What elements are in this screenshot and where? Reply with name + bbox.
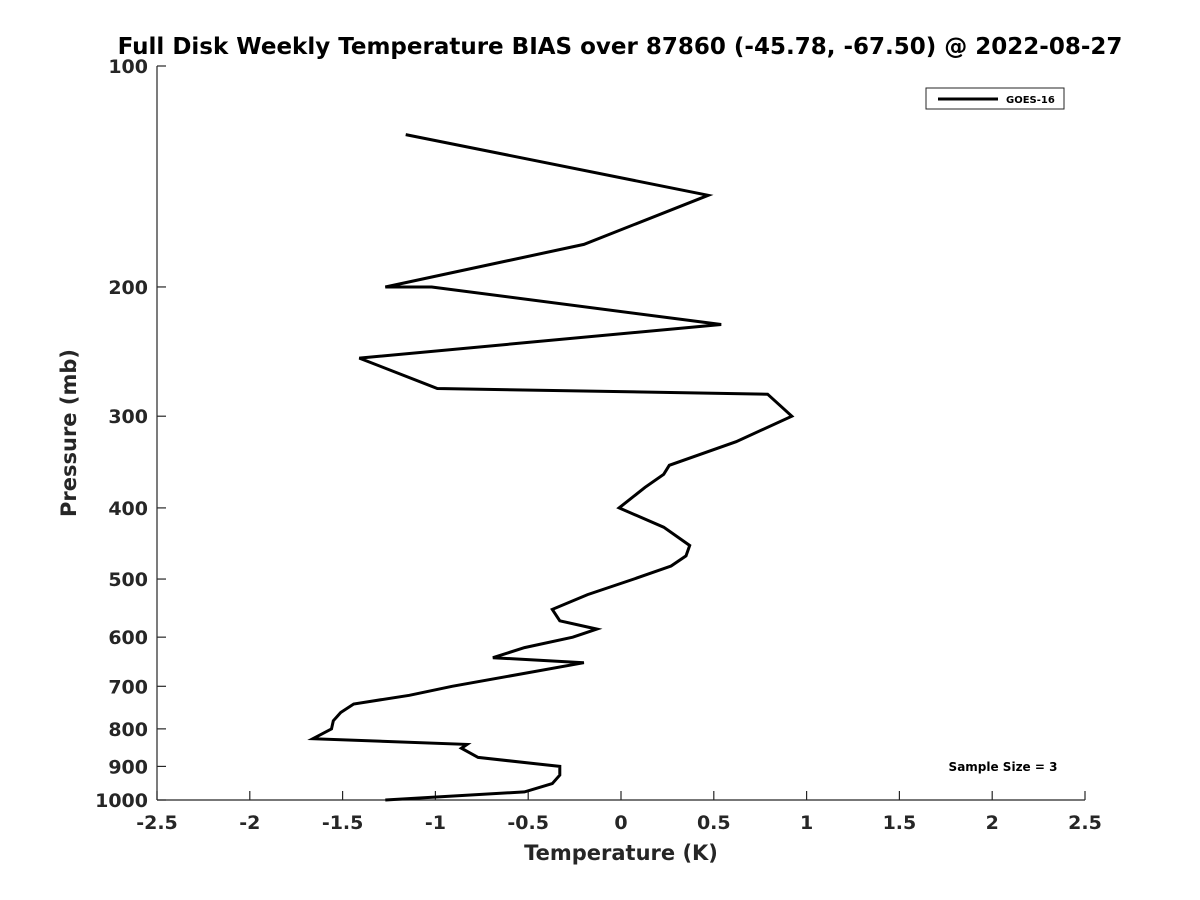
x-tick-label: 1.5 (883, 812, 917, 834)
sample-size-annotation: Sample Size = 3 (949, 760, 1058, 774)
x-ticks: -2.5 -2 -1.5 -1 -0.5 0 0.5 1 1.5 2 2.5 (136, 791, 1102, 834)
y-tick-label: 600 (108, 627, 148, 649)
y-tick-label: 400 (108, 498, 148, 520)
x-tick-label: -0.5 (507, 812, 549, 834)
y-tick-label: 500 (108, 569, 148, 591)
x-tick-label: 2 (986, 812, 999, 834)
x-tick-label: -1.5 (322, 812, 364, 834)
x-axis-label: Temperature (K) (524, 841, 718, 865)
y-tick-label: 100 (108, 56, 148, 78)
y-tick-label: 700 (108, 676, 148, 698)
legend-label-goes-16: GOES-16 (1006, 95, 1055, 106)
y-tick-label: 300 (108, 406, 148, 428)
x-tick-label: -2 (239, 812, 260, 834)
axes (156, 66, 1085, 801)
y-ticks: 100 200 300 400 500 600 700 800 900 1000 (95, 56, 166, 812)
x-tick-label: 2.5 (1068, 812, 1102, 834)
series-layer (307, 133, 795, 802)
series-line-goes-16 (307, 133, 795, 802)
y-tick-label: 900 (108, 756, 148, 778)
y-axis-label: Pressure (mb) (57, 349, 81, 517)
y-tick-label: 800 (108, 719, 148, 741)
x-tick-label: -1 (425, 812, 446, 834)
y-tick-label: 200 (108, 277, 148, 299)
x-tick-label: 0.5 (697, 812, 731, 834)
x-tick-label: 1 (800, 812, 813, 834)
chart-title: Full Disk Weekly Temperature BIAS over 8… (118, 34, 1123, 60)
x-tick-label: -2.5 (136, 812, 178, 834)
y-tick-label: 1000 (95, 790, 148, 812)
legend: GOES-16 (925, 87, 1065, 110)
x-tick-label: 0 (614, 812, 627, 834)
